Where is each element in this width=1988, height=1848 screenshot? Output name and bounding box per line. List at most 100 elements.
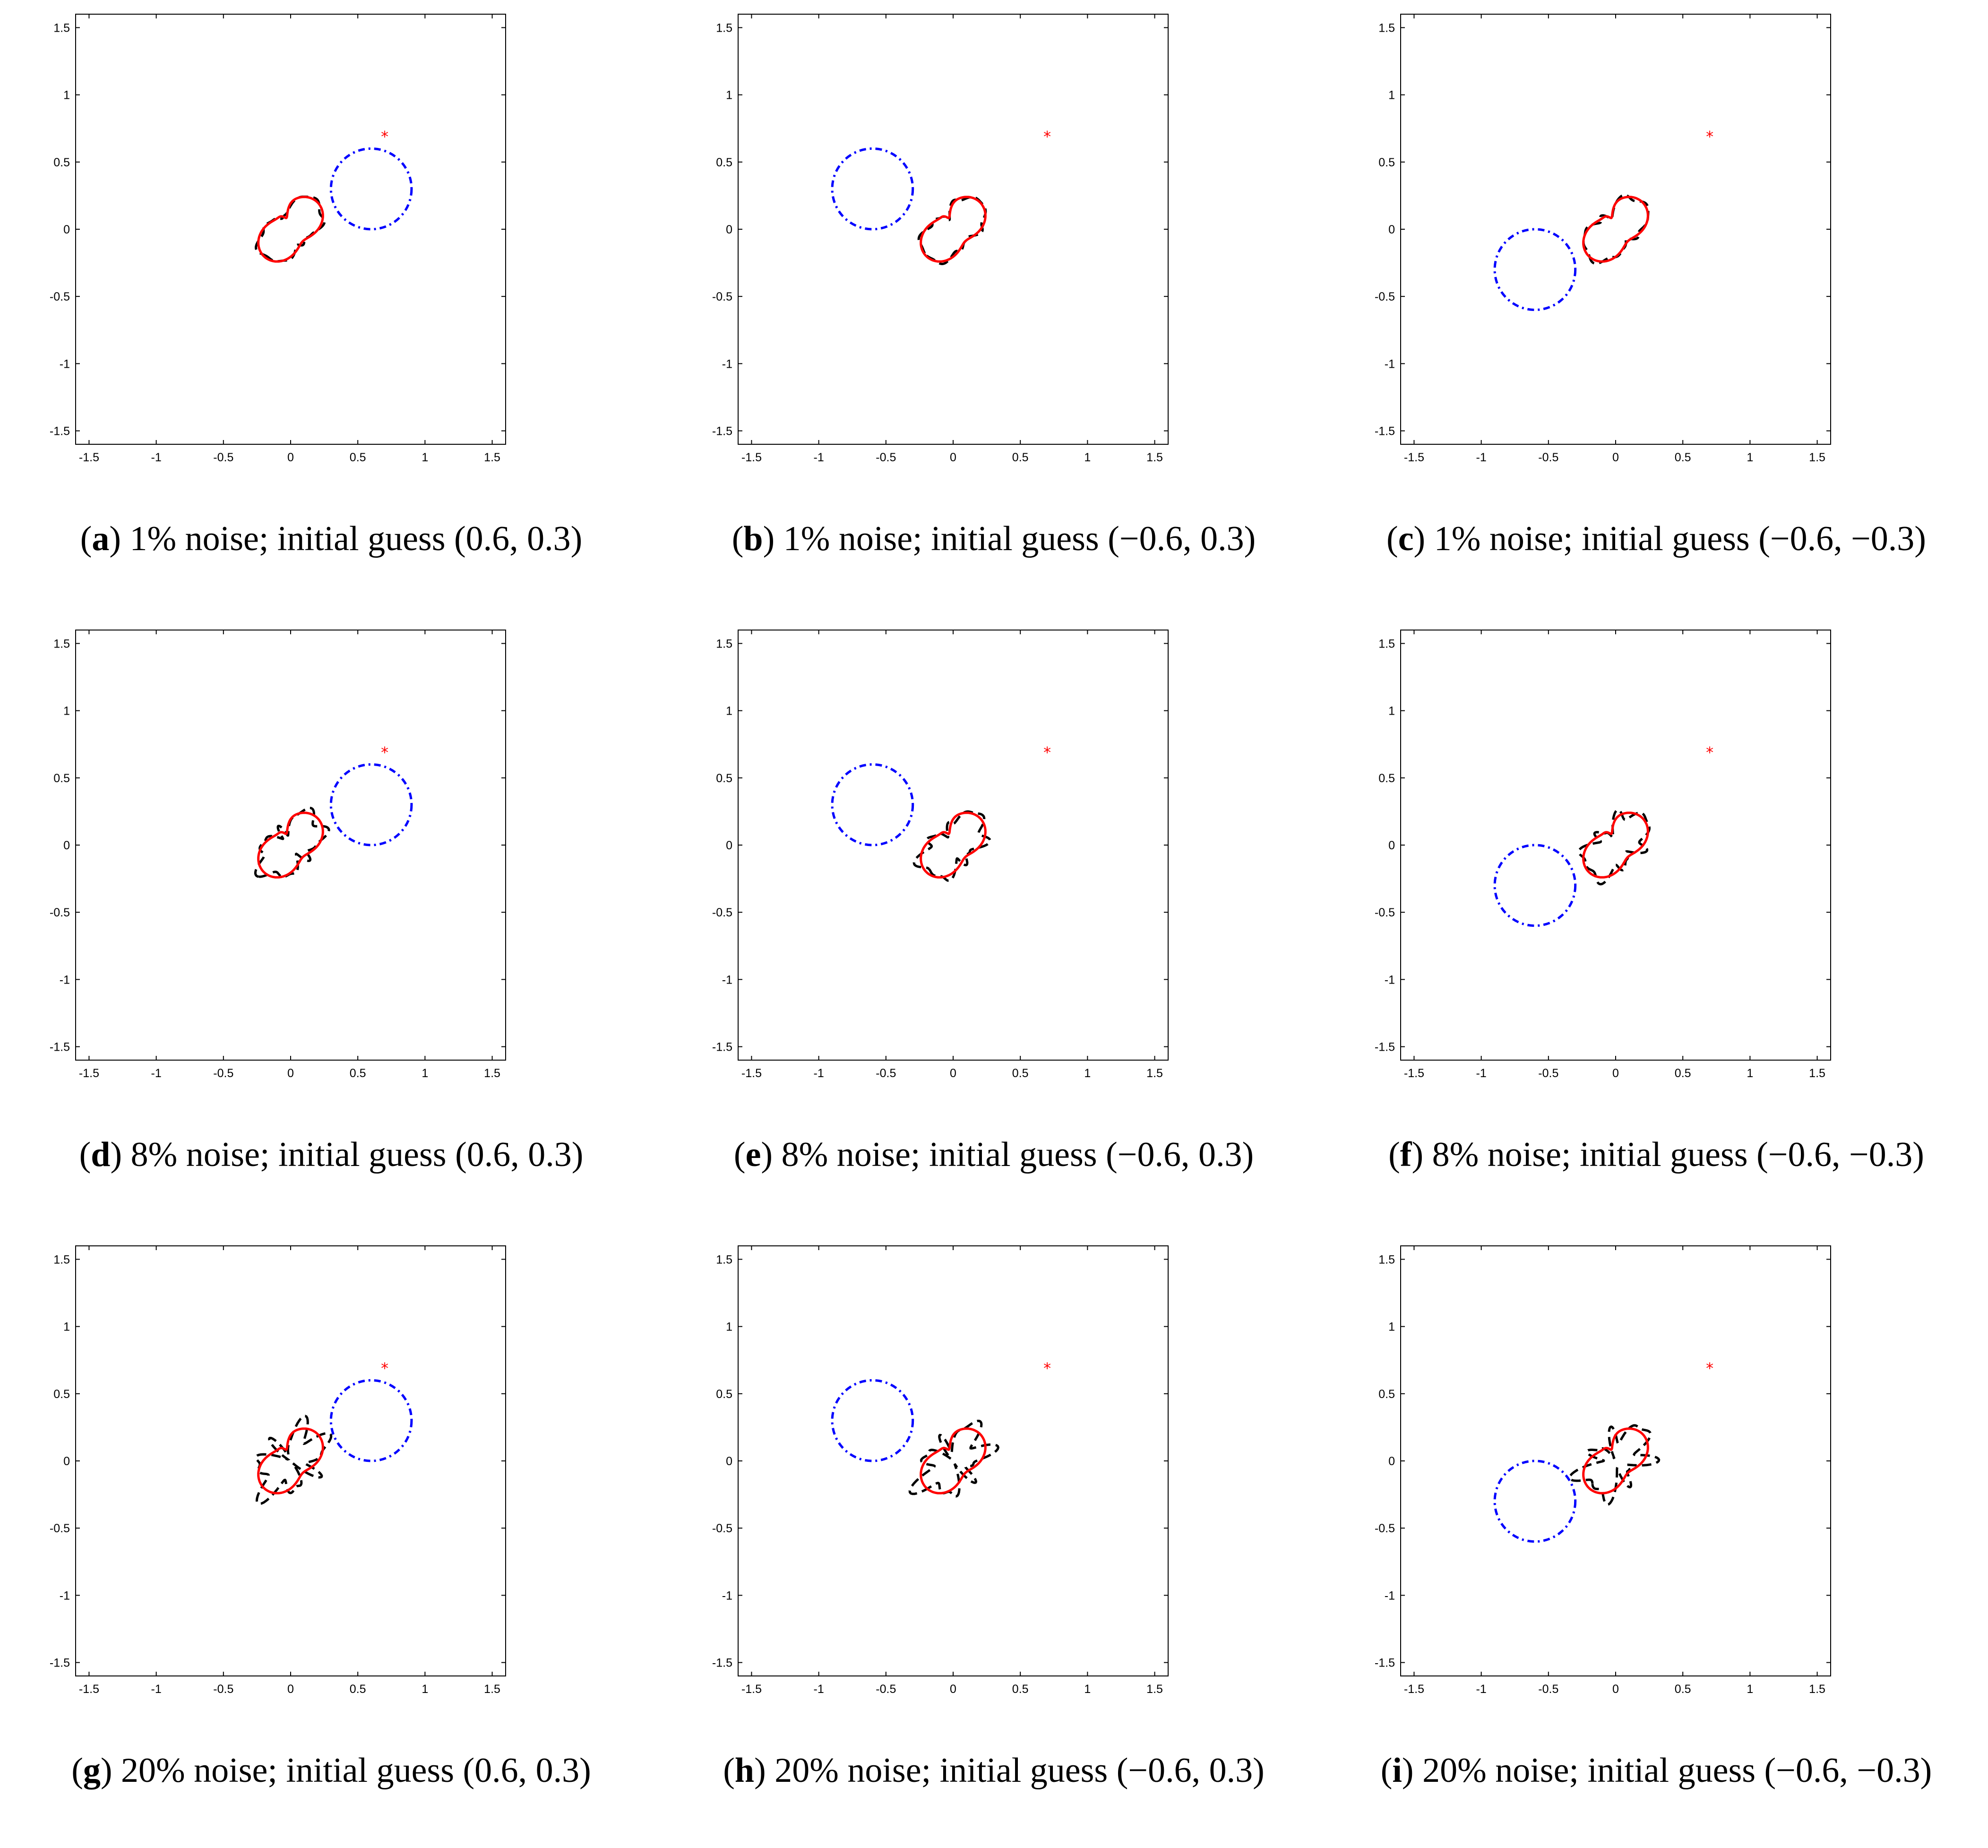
plot-d: -1.5 -1.5 -1 -1 -0.5 -0.5 0 0 0.5 0.5 1 1 1.5 1.5 * xyxy=(50,630,506,1080)
y-tick-label: 0 xyxy=(1388,1455,1395,1468)
panel-caption-text: 20% noise; initial guess (−0.6, 0.3) xyxy=(775,1751,1265,1790)
y-tick-label: 0 xyxy=(1388,223,1395,236)
source-point-marker: * xyxy=(381,128,388,146)
plot-c: -1.5 -1.5 -1 -1 -0.5 -0.5 0 0 0.5 0.5 1 1 1.5 1.5 * xyxy=(1375,14,1831,464)
x-tick-label: 0 xyxy=(287,1067,294,1080)
y-tick-label: -1.5 xyxy=(712,425,732,438)
x-tick-label: -1 xyxy=(1476,1067,1487,1080)
x-tick-label: 0.5 xyxy=(1012,451,1029,464)
x-tick-label: -1 xyxy=(814,451,824,464)
plot-a: -1.5 -1.5 -1 -1 -0.5 -0.5 0 0 0.5 0.5 1 1 1.5 1.5 * xyxy=(50,14,506,464)
y-tick-label: -1 xyxy=(60,357,70,371)
initial-guess-circle xyxy=(1493,844,1577,927)
y-tick-label: 0 xyxy=(726,839,732,852)
source-point-marker: * xyxy=(1043,128,1051,146)
x-tick-label: -1 xyxy=(151,451,162,464)
source-point-marker: * xyxy=(1043,1359,1051,1377)
x-tick-label: -1.5 xyxy=(1404,451,1424,464)
panel-caption: (c) 1% noise; initial guess (−0.6, −0.3) xyxy=(1386,519,1926,558)
panel-caption-text: 1% noise; initial guess (0.6, 0.3) xyxy=(129,519,583,558)
panel-i: -1.5 -1.5 -1 -1 -0.5 -0.5 0 0 0.5 0.5 1 1 1.5 1.5 * (i)… xyxy=(1325,1232,1988,1848)
y-tick-label: 1.5 xyxy=(1378,637,1395,650)
axes-box xyxy=(75,630,506,1061)
initial-guess-circle xyxy=(1493,1459,1577,1543)
y-tick-label: 1.5 xyxy=(716,637,732,650)
y-tick-label: 0 xyxy=(63,1455,70,1468)
y-tick-label: -1 xyxy=(1385,1589,1395,1602)
panel-label: e xyxy=(745,1135,761,1174)
y-tick-label: 1 xyxy=(63,705,70,718)
y-tick-label: 1 xyxy=(726,1321,732,1334)
x-tick-label: 0.5 xyxy=(350,451,366,464)
y-tick-label: -1 xyxy=(1385,973,1395,986)
x-tick-label: -1.5 xyxy=(741,451,762,464)
panel-e: -1.5 -1.5 -1 -1 -0.5 -0.5 0 0 0.5 0.5 1 1 1.5 1.5 * (e)… xyxy=(663,616,1325,1232)
source-point-marker: * xyxy=(1706,1359,1713,1377)
x-tick-label: 0 xyxy=(1612,1067,1619,1080)
initial-guess-circle xyxy=(329,147,413,231)
x-tick-label: 0 xyxy=(950,1683,956,1696)
source-point-marker: * xyxy=(1043,743,1051,761)
y-tick-label: 0.5 xyxy=(1378,156,1395,169)
axes-box xyxy=(1400,1245,1831,1676)
x-tick-label: 1 xyxy=(1747,1067,1753,1080)
panel-g: -1.5 -1.5 -1 -1 -0.5 -0.5 0 0 0.5 0.5 1 1 1.5 1.5 * (g)… xyxy=(0,1232,663,1848)
x-tick-label: 1 xyxy=(1084,1683,1091,1696)
x-tick-label: 1 xyxy=(1084,1067,1091,1080)
reconstructed-boundary xyxy=(1577,808,1651,886)
y-tick-label: 1.5 xyxy=(1378,1253,1395,1266)
y-tick-label: 0 xyxy=(726,1455,732,1468)
panel-caption-text: 8% noise; initial guess (0.6, 0.3) xyxy=(130,1135,584,1174)
x-tick-label: -1.5 xyxy=(79,1683,99,1696)
y-tick-label: 1.5 xyxy=(716,1253,732,1266)
x-tick-label: 0 xyxy=(950,451,956,464)
x-tick-label: -1 xyxy=(1476,1683,1487,1696)
y-tick-label: -0.5 xyxy=(1375,1522,1395,1535)
y-tick-label: 0.5 xyxy=(53,156,70,169)
x-tick-label: -0.5 xyxy=(876,1067,896,1080)
y-tick-label: -1.5 xyxy=(50,1041,70,1054)
y-tick-label: -1 xyxy=(722,357,732,371)
axes-box xyxy=(738,630,1169,1061)
y-tick-label: 0.5 xyxy=(1378,772,1395,785)
initial-guess-circle xyxy=(831,1379,914,1462)
panel-caption-text: 8% noise; initial guess (−0.6, −0.3) xyxy=(1432,1135,1924,1174)
reconstructed-boundary xyxy=(908,1419,1000,1498)
panel-caption-text: 20% noise; initial guess (0.6, 0.3) xyxy=(121,1751,591,1790)
x-tick-label: 1 xyxy=(422,1067,428,1080)
panel-caption: (g) 20% noise; initial guess (0.6, 0.3) xyxy=(71,1751,591,1790)
x-tick-label: -1 xyxy=(814,1067,824,1080)
source-point-marker: * xyxy=(1706,128,1713,146)
y-tick-label: 0 xyxy=(63,839,70,852)
panel-h: -1.5 -1.5 -1 -1 -0.5 -0.5 0 0 0.5 0.5 1 1 1.5 1.5 * (h)… xyxy=(663,1232,1325,1848)
source-point-marker: * xyxy=(381,1359,388,1377)
x-tick-label: 0 xyxy=(287,451,294,464)
panel-a: -1.5 -1.5 -1 -1 -0.5 -0.5 0 0 0.5 0.5 1 1 1.5 1.5 * (a)… xyxy=(0,0,663,616)
x-tick-label: -0.5 xyxy=(876,1683,896,1696)
y-tick-label: 0.5 xyxy=(716,1388,732,1401)
initial-guess-circle xyxy=(831,147,914,231)
x-tick-label: 1.5 xyxy=(1809,1067,1825,1080)
y-tick-label: -0.5 xyxy=(1375,906,1395,919)
panel-b: -1.5 -1.5 -1 -1 -0.5 -0.5 0 0 0.5 0.5 1 1 1.5 1.5 * (b)… xyxy=(663,0,1325,616)
axes-box xyxy=(738,1245,1169,1676)
y-tick-label: -1.5 xyxy=(712,1041,732,1054)
plot-h: -1.5 -1.5 -1 -1 -0.5 -0.5 0 0 0.5 0.5 1 1 1.5 1.5 * xyxy=(712,1245,1169,1696)
y-tick-label: 1.5 xyxy=(53,21,70,35)
true-boundary xyxy=(920,812,987,879)
x-tick-label: -0.5 xyxy=(213,1067,233,1080)
y-tick-label: 1 xyxy=(63,1321,70,1334)
x-tick-label: 0.5 xyxy=(1012,1067,1029,1080)
x-tick-label: 1 xyxy=(1747,451,1753,464)
true-boundary xyxy=(1582,196,1649,263)
x-tick-label: -1.5 xyxy=(1404,1067,1424,1080)
y-tick-label: 1 xyxy=(1388,705,1395,718)
x-tick-label: -1 xyxy=(151,1067,162,1080)
x-tick-label: -1 xyxy=(814,1683,824,1696)
plot-b: -1.5 -1.5 -1 -1 -0.5 -0.5 0 0 0.5 0.5 1 1 1.5 1.5 * xyxy=(712,14,1169,464)
x-tick-label: -1.5 xyxy=(1404,1683,1424,1696)
y-tick-label: -1 xyxy=(722,973,732,986)
x-tick-label: 0.5 xyxy=(1675,1067,1691,1080)
y-tick-label: 1 xyxy=(1388,89,1395,102)
